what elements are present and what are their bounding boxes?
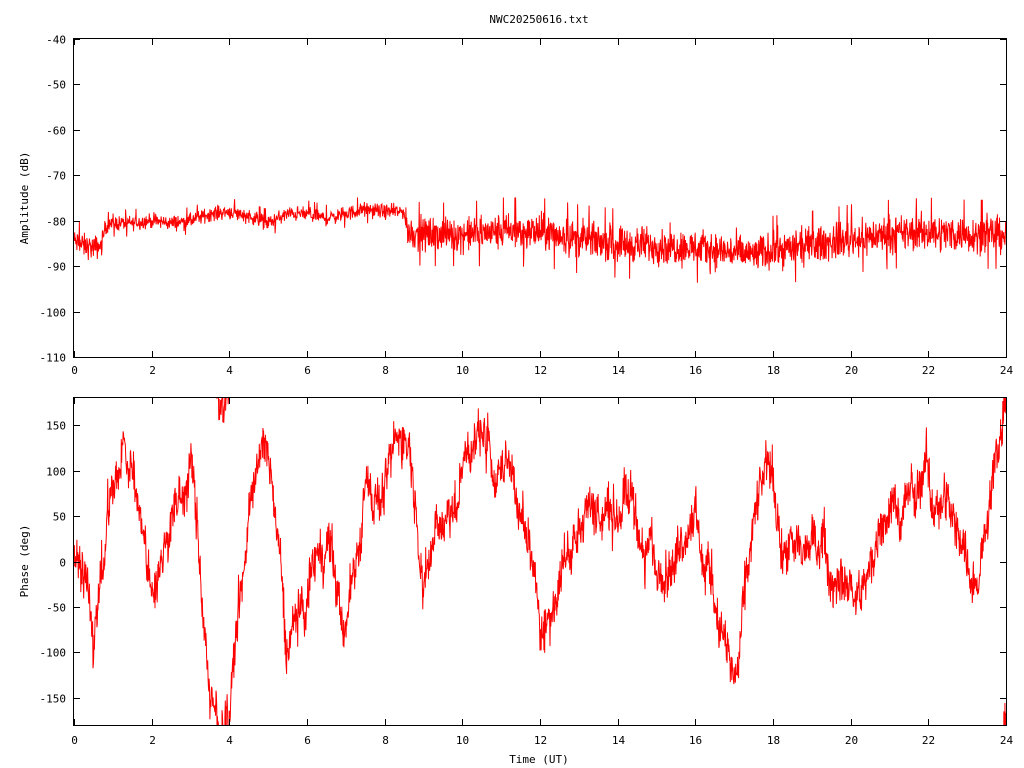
- x-tick-label: 4: [226, 364, 233, 377]
- x-tick-label: 0: [71, 364, 78, 377]
- y-tick-label: -150: [40, 693, 67, 706]
- x-tick-label: 18: [767, 364, 780, 377]
- y-tick-label: -40: [46, 34, 66, 47]
- phase-line: [74, 398, 1006, 725]
- x-tick-label: 4: [226, 734, 233, 747]
- phase-trace: [74, 398, 1006, 725]
- x-tick-label: 2: [149, 734, 156, 747]
- phase-x-ticks: 0 2 4 6 8 10 12 14 16 18 20 22 24: [71, 398, 1013, 747]
- y-tick-label: -100: [40, 647, 67, 660]
- x-tick-label: 22: [922, 364, 935, 377]
- x-tick-label: 16: [689, 734, 702, 747]
- x-tick-label: 16: [689, 364, 702, 377]
- x-tick-label: 20: [845, 364, 858, 377]
- amplitude-panel: -110-100-90-80-70-60-50-40 0 2 4 6 8 10 12 14 16…: [18, 34, 1013, 378]
- y-tick-label: -100: [40, 307, 67, 320]
- y-tick-label: -80: [46, 216, 66, 229]
- x-tick-label: 14: [612, 364, 626, 377]
- y-tick-label: -70: [46, 170, 66, 183]
- phase-plot-frame: [73, 397, 1007, 726]
- y-tick-label: -50: [46, 602, 66, 615]
- x-tick-label: 0: [71, 734, 78, 747]
- x-tick-label: 12: [534, 734, 547, 747]
- x-tick-label: 8: [382, 364, 389, 377]
- phase-y-axis-label: Phase (deg): [18, 525, 31, 598]
- amplitude-y-ticks: -110 -100 -90 -80 -70 -60 -50 -40: [40, 34, 1006, 365]
- x-tick-label: 2: [149, 364, 156, 377]
- amplitude-line: [73, 197, 1007, 283]
- chart-title: NWC20250616.txt: [489, 13, 588, 26]
- x-tick-label: 24: [1000, 364, 1014, 377]
- x-tick-label: 6: [304, 364, 311, 377]
- amplitude-x-ticks: 0 2 4 6 8 10 12 14 16 18 20 22 24: [71, 39, 1013, 377]
- x-tick-label: 22: [922, 734, 935, 747]
- y-tick-label: -50: [46, 79, 66, 92]
- x-tick-label: 14: [612, 734, 626, 747]
- x-tick-label: 10: [456, 364, 469, 377]
- y-tick-label: 0: [59, 557, 66, 570]
- y-tick-label: 100: [46, 466, 66, 479]
- y-tick-label: 150: [46, 420, 66, 433]
- amplitude-trace: [73, 197, 1007, 283]
- y-tick-label: -110: [40, 352, 67, 365]
- phase-y-ticks: -150 -100 -50 0 50 100 150: [40, 420, 1006, 706]
- amplitude-plot-frame: [73, 38, 1007, 358]
- x-tick-label: 12: [534, 364, 547, 377]
- x-tick-label: 8: [382, 734, 389, 747]
- amplitude-y-axis-label: Amplitude (dB): [18, 152, 31, 245]
- x-tick-label: 10: [456, 734, 469, 747]
- x-tick-label: 20: [845, 734, 858, 747]
- x-tick-label: 6: [304, 734, 311, 747]
- x-tick-label: 24: [1000, 734, 1014, 747]
- phase-x-axis-label: Time (UT): [509, 753, 569, 766]
- y-tick-label: 50: [53, 511, 66, 524]
- y-tick-label: -60: [46, 125, 66, 138]
- y-tick-label: -90: [46, 261, 66, 274]
- x-tick-label: 18: [767, 734, 780, 747]
